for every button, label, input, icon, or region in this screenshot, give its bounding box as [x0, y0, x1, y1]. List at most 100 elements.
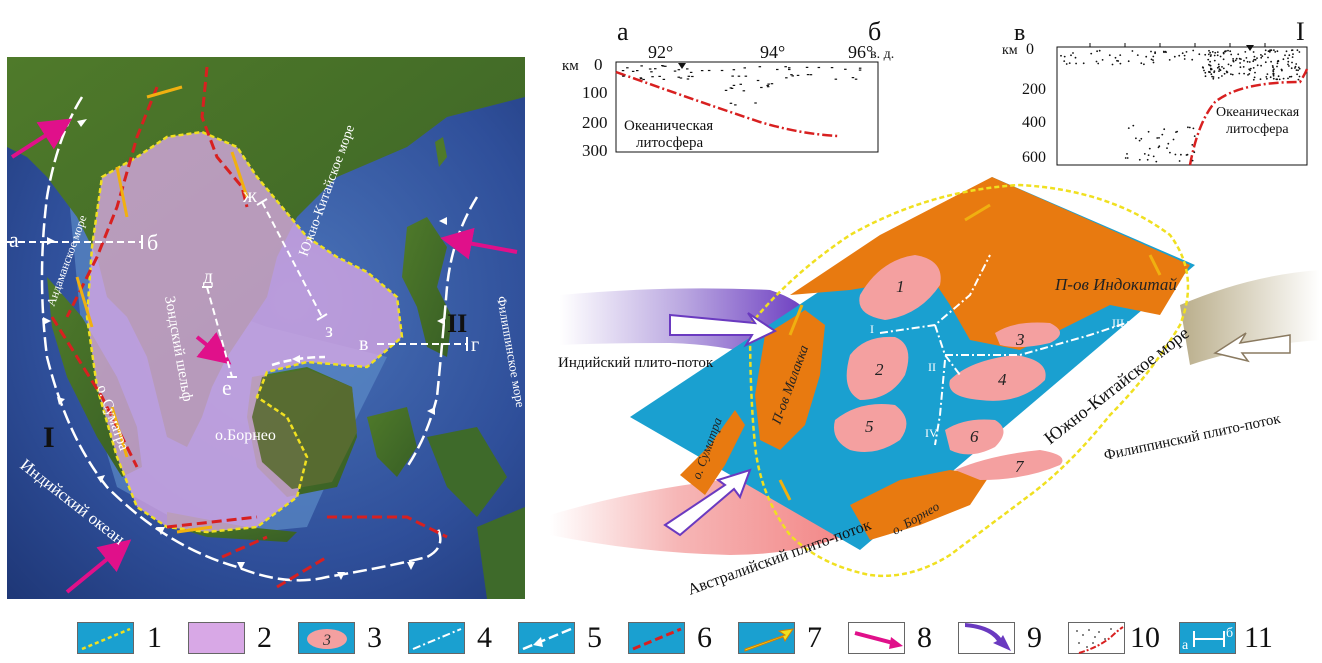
seismic-event — [1242, 66, 1245, 68]
depth-100-label: 100 — [582, 83, 608, 102]
seismic-event — [758, 66, 762, 68]
seismic-event — [1168, 59, 1171, 61]
seismic-event — [1219, 55, 1222, 58]
legend-item-6-swatch — [628, 622, 685, 654]
boundary-I-label: I — [870, 322, 874, 336]
seismic-event — [1227, 49, 1229, 52]
legend-item-11-b: б — [1226, 626, 1233, 641]
seismic-event — [1288, 54, 1291, 57]
seismic-event — [1211, 75, 1213, 78]
seismic-event — [1272, 66, 1274, 69]
seismic-event — [1192, 49, 1195, 52]
legend-item-11-a: а — [1182, 638, 1189, 653]
seismic-event — [1230, 64, 1232, 67]
seismic-event — [1264, 49, 1267, 52]
seismic-event — [1188, 126, 1191, 129]
seismic-event — [1218, 70, 1220, 72]
seismic-event — [626, 67, 629, 69]
seismic-event — [1298, 51, 1301, 53]
seismic-event — [1274, 51, 1277, 53]
legend-item-5-number: 5 — [587, 621, 602, 654]
legend-item-3-swatch: 3 — [298, 622, 355, 654]
seismic-event — [1245, 57, 1248, 59]
seismic-event — [1204, 53, 1207, 56]
block-1-label: 1 — [896, 277, 905, 296]
seismic-event — [1248, 68, 1251, 71]
profile-d-label: д — [203, 266, 213, 288]
seismic-event — [651, 76, 654, 78]
boundary-IV-label: IV — [925, 426, 938, 440]
seismic-event — [1243, 72, 1245, 75]
seismic-event — [1209, 64, 1211, 67]
seismic-event — [1187, 126, 1189, 129]
seismic-event — [732, 69, 736, 71]
seismic-event — [854, 78, 858, 80]
profile2-label-2: литосфера — [1226, 122, 1289, 137]
block-5-label: 5 — [865, 417, 874, 436]
seismic-event — [1180, 153, 1182, 156]
seismic-event — [1265, 76, 1268, 78]
legend-item-7-swatch — [738, 622, 795, 654]
seismic-event — [743, 67, 746, 69]
seismic-event — [1070, 54, 1072, 57]
seismic-event — [1282, 77, 1285, 80]
legend-item-2-swatch — [188, 622, 245, 654]
philippine-flow-label: Филиппинский плито-поток — [1103, 411, 1283, 464]
seismic-event — [1203, 69, 1205, 72]
seismic-event — [1068, 62, 1071, 64]
block-6-label: 6 — [970, 427, 979, 446]
seismic-event — [1204, 71, 1207, 74]
profile1-label-2: литосфера — [636, 135, 703, 151]
seismic-event — [1254, 71, 1256, 74]
seismic-event — [1211, 51, 1214, 53]
seismic-event — [737, 75, 741, 77]
seismic-event — [1256, 64, 1259, 67]
seismic-event — [1276, 65, 1278, 68]
seismic-event — [1252, 51, 1255, 53]
borneo-block — [850, 470, 990, 540]
seismic-event — [1138, 139, 1141, 142]
seismic-event — [1119, 62, 1122, 65]
seismic-event — [1288, 75, 1291, 78]
seismic-event — [642, 78, 645, 81]
seismic-event — [830, 67, 834, 69]
seismic-event — [654, 68, 657, 70]
borneo-label: о.Борнео — [215, 427, 276, 444]
legend-item-9-number: 9 — [1027, 621, 1042, 654]
seismic-event — [1185, 51, 1188, 53]
seismic-event — [766, 86, 770, 88]
profile2-depth-200: 200 — [1022, 81, 1046, 98]
block-2-label: 2 — [875, 360, 884, 379]
seismic-event — [1143, 153, 1146, 155]
seismic-event — [1261, 55, 1264, 57]
legend-item-6-number: 6 — [697, 621, 712, 654]
seismic-event — [639, 77, 643, 79]
seismic-event — [858, 69, 862, 71]
seismic-event — [1221, 66, 1223, 68]
seismic-event — [1253, 55, 1256, 58]
seismic-event — [1140, 137, 1143, 140]
block-3-label: 3 — [1015, 330, 1025, 349]
seismic-event — [1232, 59, 1235, 62]
seismic-event — [1296, 49, 1299, 52]
seismic-event — [729, 87, 733, 89]
boundary-II-label: II — [928, 360, 936, 374]
seismic-event — [770, 83, 774, 85]
seismic-event — [1127, 60, 1130, 63]
plate-motion-arrow — [10, 118, 73, 159]
seismic-event — [689, 71, 693, 73]
seismic-event — [1126, 153, 1128, 155]
seismic-event — [1213, 71, 1215, 74]
seismic-event — [1295, 69, 1298, 71]
seismic-event — [1163, 51, 1165, 54]
profile1-frame — [615, 61, 879, 153]
legend-item-10-swatch — [1068, 622, 1125, 654]
seismic-event — [1108, 54, 1111, 57]
seismic-event — [1297, 66, 1300, 69]
legend-item-7-number: 7 — [807, 621, 822, 654]
seismic-event — [1234, 59, 1237, 62]
seismic-event — [1297, 69, 1299, 72]
seismic-event — [790, 74, 793, 76]
seismic-event — [1208, 49, 1210, 52]
seismic-event — [1287, 63, 1289, 66]
